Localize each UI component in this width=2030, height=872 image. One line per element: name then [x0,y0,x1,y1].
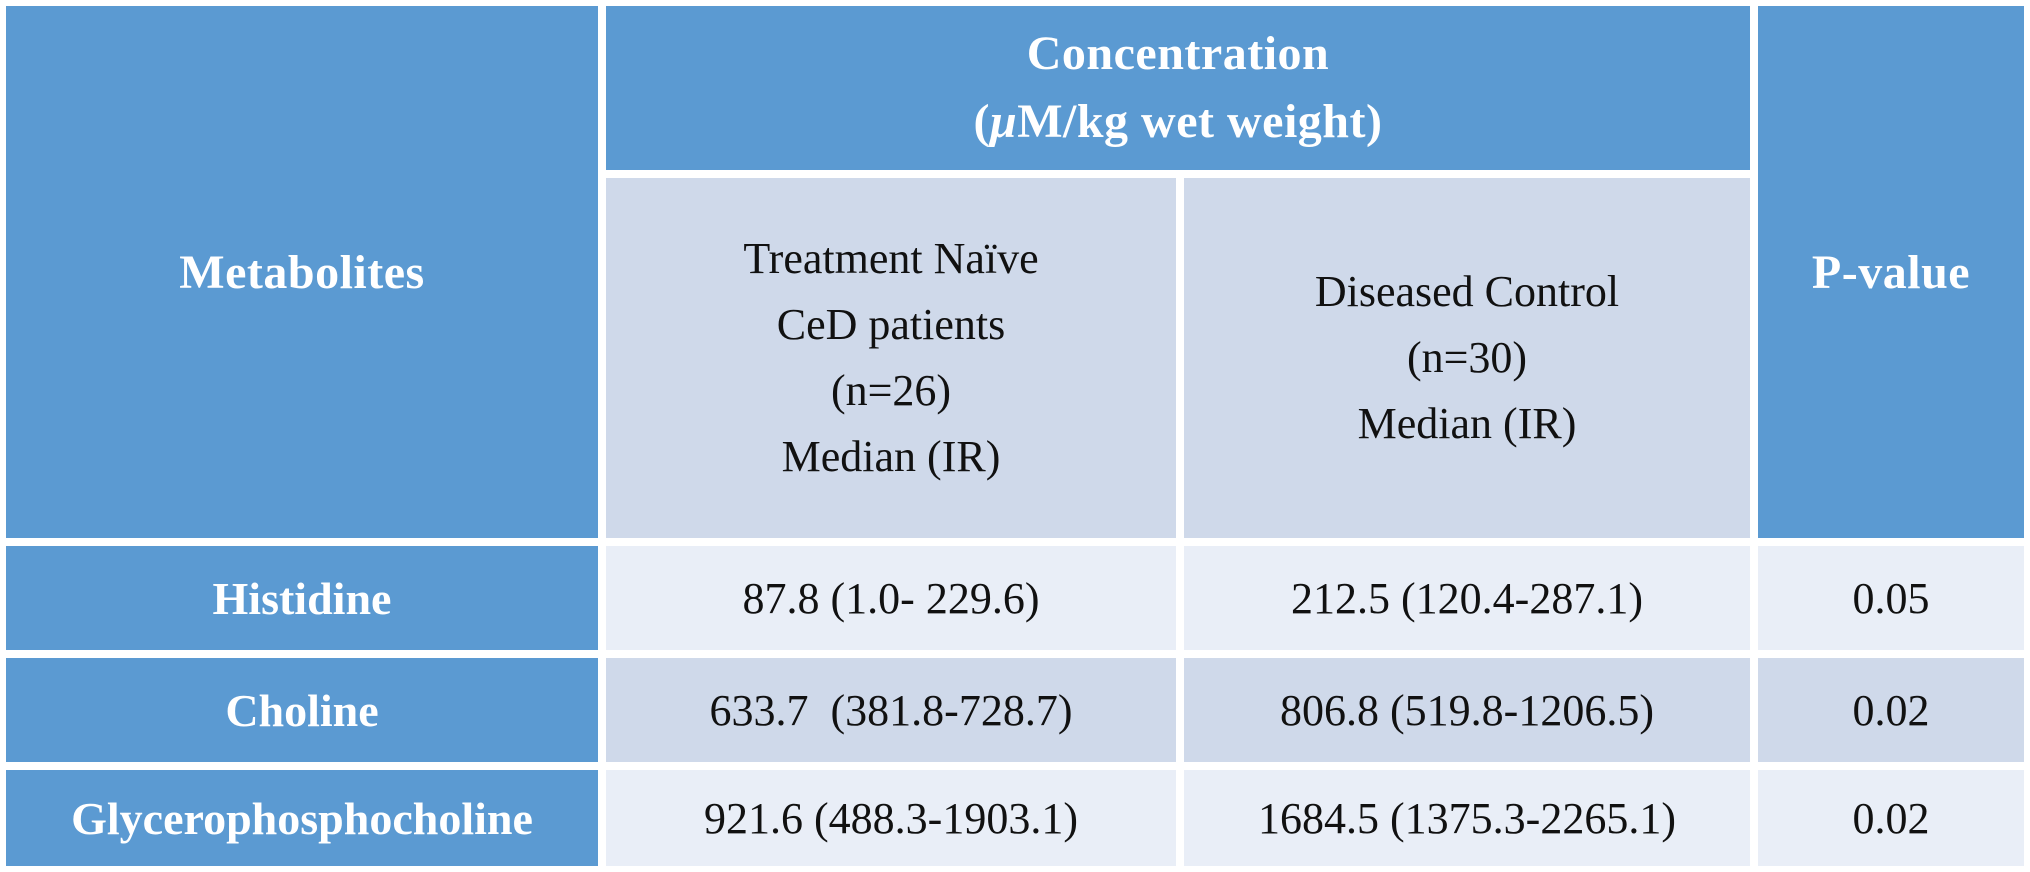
value-cell-choline-treatment-naive: 633.7 (381.8-728.7) [606,658,1176,762]
metabolites-header-cell: Metabolites [6,6,598,538]
pvalue-header-label: P-value [1811,245,1971,299]
row-label-histidine: Histidine [6,546,598,650]
group-header-line: Median (IR) [1357,399,1577,448]
value-cell-glycerophosphocholine-treatment-naive: 921.6 (488.3-1903.1) [606,770,1176,866]
group-header-line: (n=26) [830,366,952,415]
row-label-glycerophosphocholine: Glycerophosphocholine [6,770,598,866]
group-header-treatment-naive: Treatment Naïve CeD patients (n=26) Medi… [606,178,1176,538]
mu-symbol: μ [990,95,1018,148]
pvalue-header-cell: P-value [1758,6,2024,538]
value-cell-glycerophosphocholine-diseased-control: 1684.5 (1375.3-2265.1) [1184,770,1750,866]
concentration-unit: (μM/kg wet weight) [973,95,1383,148]
value-cell-histidine-diseased-control: 212.5 (120.4-287.1) [1184,546,1750,650]
group-header-line: (n=30) [1406,333,1528,382]
group-header-line: Treatment Naïve [743,234,1039,283]
concentration-header-cell: Concentration (μM/kg wet weight) [606,6,1750,170]
metabolites-header-label: Metabolites [179,245,425,299]
value-cell-histidine-treatment-naive: 87.8 (1.0- 229.6) [606,546,1176,650]
concentration-title: Concentration [1026,27,1330,80]
group-header-line: Median (IR) [781,432,1001,481]
pvalue-cell-glycerophosphocholine: 0.02 [1758,770,2024,866]
group-header-line: Diseased Control [1314,267,1620,316]
row-label-choline: Choline [6,658,598,762]
group-header-line: CeD patients [776,300,1006,349]
pvalue-cell-choline: 0.02 [1758,658,2024,762]
pvalue-cell-histidine: 0.05 [1758,546,2024,650]
value-cell-choline-diseased-control: 806.8 (519.8-1206.5) [1184,658,1750,762]
group-header-diseased-control: Diseased Control (n=30) Median (IR) [1184,178,1750,538]
